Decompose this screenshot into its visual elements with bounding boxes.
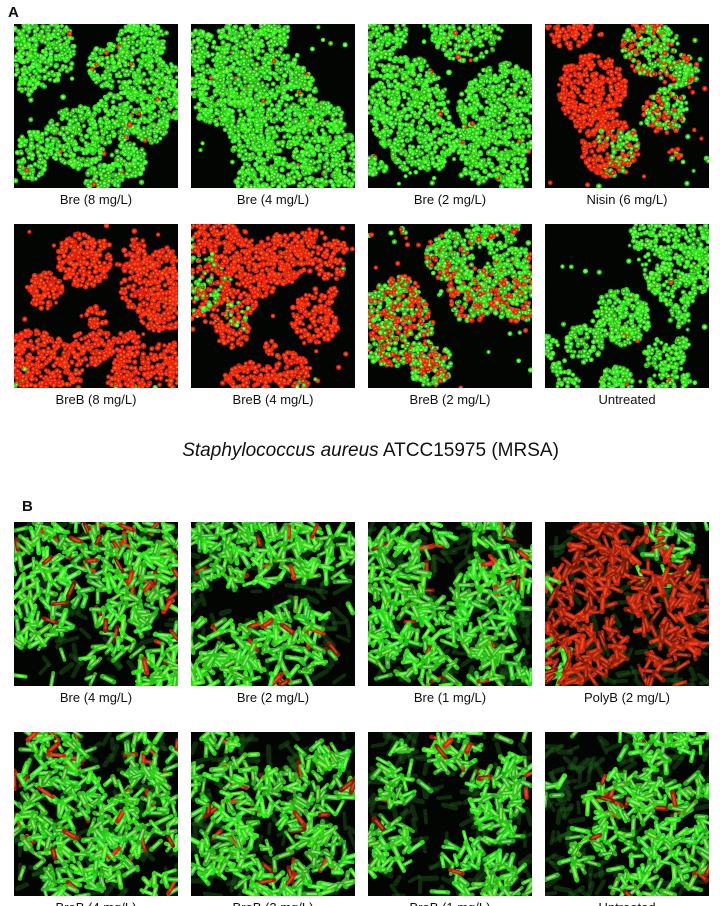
micrograph-image [545, 522, 709, 686]
micrograph-tile: Bre (1 mg/L) [368, 522, 532, 706]
micrograph-image [368, 522, 532, 686]
micrograph-tile: BreB (8 mg/L) [14, 224, 178, 408]
micrograph-tile: BreB (4 mg/L) [14, 732, 178, 906]
micrograph-image [368, 24, 532, 188]
panel-b-row-2: BreB (4 mg/L) BreB (2 mg/L) BreB (1 mg/L… [0, 732, 720, 906]
panel-b-row-1: Bre (4 mg/L) Bre (2 mg/L) Bre (1 mg/L) P… [0, 522, 720, 706]
species-name-a: Staphylococcus aureus [182, 440, 379, 461]
micrograph-tile: Bre (4 mg/L) [14, 522, 178, 706]
panel-a-row-1: Bre (8 mg/L) Bre (4 mg/L) Bre (2 mg/L) N… [0, 24, 720, 208]
micrograph-tile: Untreated [545, 224, 709, 408]
micrograph-tile: BreB (4 mg/L) [191, 224, 355, 408]
micrograph-label: Untreated [598, 392, 656, 407]
micrograph-image [191, 732, 355, 896]
micrograph-image [191, 224, 355, 388]
micrograph-tile: BreB (2 mg/L) [191, 732, 355, 906]
micrograph-label: BreB (2 mg/L) [233, 900, 314, 906]
panel-a-row-2: BreB (8 mg/L) BreB (4 mg/L) BreB (2 mg/L… [0, 224, 720, 408]
micrograph-label: PolyB (2 mg/L) [584, 690, 670, 705]
micrograph-label: Bre (2 mg/L) [413, 192, 487, 207]
micrograph-label: Bre (1 mg/L) [413, 690, 487, 705]
micrograph-tile: PolyB (2 mg/L) [545, 522, 709, 706]
micrograph-label: BreB (4 mg/L) [232, 392, 314, 407]
micrograph-label: BreB (8 mg/L) [55, 392, 137, 407]
micrograph-tile: Bre (8 mg/L) [14, 24, 178, 208]
micrograph-tile: Untreated [545, 732, 709, 906]
micrograph-tile: BreB (2 mg/L) [368, 224, 532, 408]
micrograph-image [368, 732, 532, 896]
micrograph-label: Bre (8 mg/L) [59, 192, 133, 207]
micrograph-image [14, 24, 178, 188]
micrograph-tile: Bre (2 mg/L) [191, 522, 355, 706]
micrograph-label: Nisin (6 mg/L) [586, 192, 668, 207]
panel-letter-b: B [22, 498, 33, 515]
micrograph-image [545, 732, 709, 896]
micrograph-image [14, 522, 178, 686]
micrograph-image [14, 224, 178, 388]
micrograph-label: BreB (4 mg/L) [56, 900, 137, 906]
strain-id-a: ATCC15975 (MRSA) [378, 440, 559, 461]
micrograph-image [545, 24, 709, 188]
micrograph-image [545, 224, 709, 388]
panel-letter-a: A [8, 4, 19, 21]
micrograph-tile: BreB (1 mg/L) [368, 732, 532, 906]
micrograph-image [191, 24, 355, 188]
micrograph-label: Bre (4 mg/L) [236, 192, 310, 207]
micrograph-image [368, 224, 532, 388]
micrograph-label: Bre (4 mg/L) [59, 690, 133, 705]
panel-a-caption: Staphylococcus aureus ATCC15975 (MRSA) [0, 418, 720, 484]
micrograph-image [14, 732, 178, 896]
micrograph-image [191, 522, 355, 686]
micrograph-label: BreB (1 mg/L) [410, 900, 491, 906]
micrograph-tile: Bre (2 mg/L) [368, 24, 532, 208]
micrograph-tile: Nisin (6 mg/L) [545, 24, 709, 208]
micrograph-label: Bre (2 mg/L) [236, 690, 310, 705]
micrograph-tile: Bre (4 mg/L) [191, 24, 355, 208]
micrograph-label: BreB (2 mg/L) [409, 392, 491, 407]
micrograph-label: Untreated [598, 900, 655, 906]
